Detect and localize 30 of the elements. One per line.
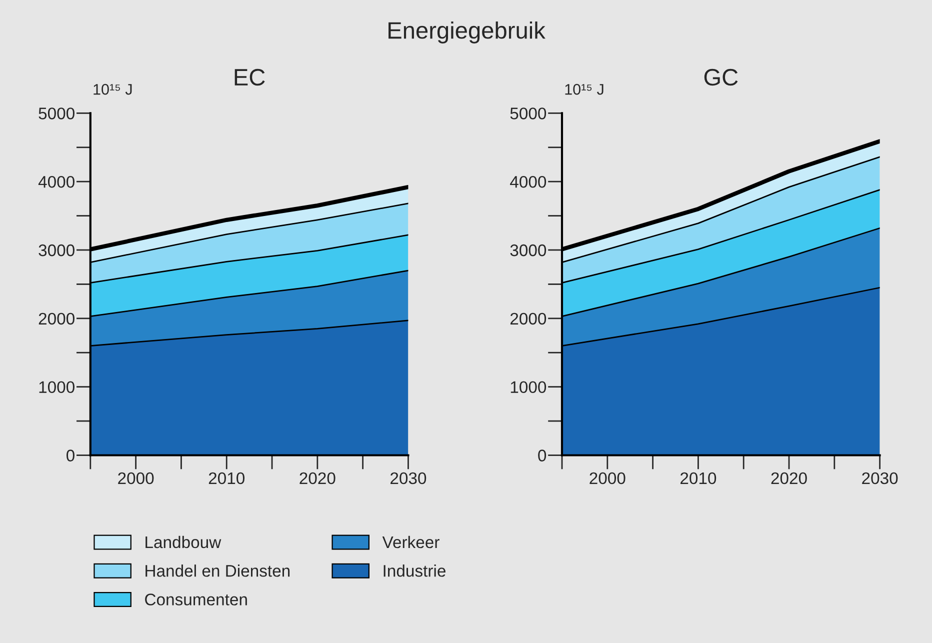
- chart-subtitle: EC: [234, 68, 265, 86]
- legend-label: Verkeer: [382, 536, 440, 548]
- x-tick-label: 2010: [208, 472, 244, 484]
- y-axis-title: 10¹⁵ J: [94, 84, 132, 95]
- y-tick-label: 1000: [510, 381, 546, 394]
- y-axis-title: 10¹⁵ J: [565, 84, 604, 95]
- y-tick-label: 4000: [38, 176, 74, 188]
- legend-label: Handel en Diensten: [146, 564, 290, 577]
- text: Energiegebruik: [388, 21, 546, 44]
- x-tick-label: 2020: [300, 472, 336, 484]
- x-tick-label: 2010: [680, 472, 716, 484]
- y-tick-label: 3000: [510, 244, 546, 256]
- x-tick-label: 2000: [118, 472, 154, 484]
- y-tick-label: 0: [66, 450, 74, 462]
- x-tick-label: 2020: [771, 472, 807, 484]
- y-tick-label: 2000: [38, 312, 74, 325]
- chart-subtitle: GC: [704, 68, 738, 86]
- y-tick-label: 5000: [38, 108, 74, 120]
- y-tick-label: 3000: [38, 244, 74, 256]
- y-tick-label: 1000: [39, 381, 74, 394]
- y-tick-label: 5000: [510, 108, 546, 120]
- x-tick-label: 2030: [862, 472, 898, 484]
- y-tick-label: 4000: [510, 176, 546, 188]
- x-tick-label: 2030: [390, 472, 426, 484]
- y-tick-label: 0: [538, 450, 546, 462]
- legend-label: Consumenten: [145, 594, 247, 606]
- legend-label: Landbouw: [146, 536, 222, 548]
- y-tick-label: 2000: [510, 312, 546, 325]
- legend-label: Industrie: [384, 564, 446, 577]
- x-tick-label: 2000: [590, 472, 626, 484]
